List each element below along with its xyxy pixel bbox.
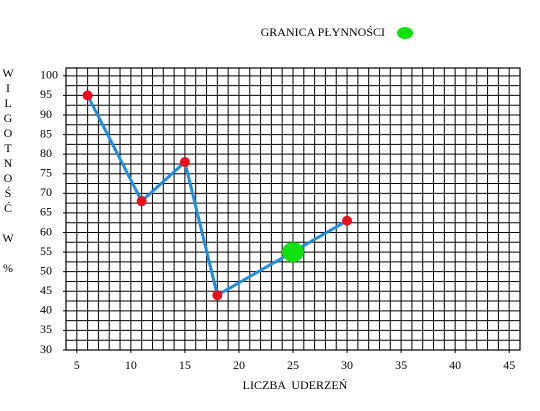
y-axis-label: WILGOTNOŚĆ W % xyxy=(1,66,15,276)
y-tick-label: 70 xyxy=(40,185,52,199)
y-tick-label: 45 xyxy=(40,283,52,297)
y-tick-label: 90 xyxy=(40,107,52,121)
x-tick-label: 5 xyxy=(74,358,80,372)
x-tick-label: 45 xyxy=(503,358,515,372)
x-tick-label: 25 xyxy=(287,358,299,372)
y-tick-label: 30 xyxy=(40,342,52,356)
y-tick-label: 50 xyxy=(40,263,52,277)
point xyxy=(212,290,223,301)
point xyxy=(282,242,304,263)
y-tick-label: 40 xyxy=(40,303,52,317)
x-axis-label: LICZBA UDERZEŃ xyxy=(243,378,348,392)
y-tick-label: 35 xyxy=(40,322,52,336)
point xyxy=(179,157,190,167)
x-tick-label: 10 xyxy=(125,358,137,372)
y-tick-label: 65 xyxy=(40,205,52,219)
y-tick-label: 85 xyxy=(40,126,52,140)
point xyxy=(136,196,147,207)
point xyxy=(82,90,93,101)
point xyxy=(342,215,353,226)
legend-marker xyxy=(397,27,413,39)
x-tick-label: 40 xyxy=(449,358,461,372)
x-tick-label: 30 xyxy=(341,358,353,372)
y-tick-label: 55 xyxy=(40,244,52,258)
y-tick-label: 75 xyxy=(40,166,52,180)
x-tick-label: 15 xyxy=(179,358,191,372)
y-tick-label: 80 xyxy=(40,146,52,160)
y-tick-label: 60 xyxy=(40,224,52,238)
y-tick-label: 100 xyxy=(40,68,58,82)
x-tick-label: 20 xyxy=(233,358,245,372)
x-tick-label: 35 xyxy=(395,358,407,372)
legend-label: GRANICA PŁYNNOŚCI xyxy=(261,25,385,39)
y-tick-label: 95 xyxy=(40,87,52,101)
